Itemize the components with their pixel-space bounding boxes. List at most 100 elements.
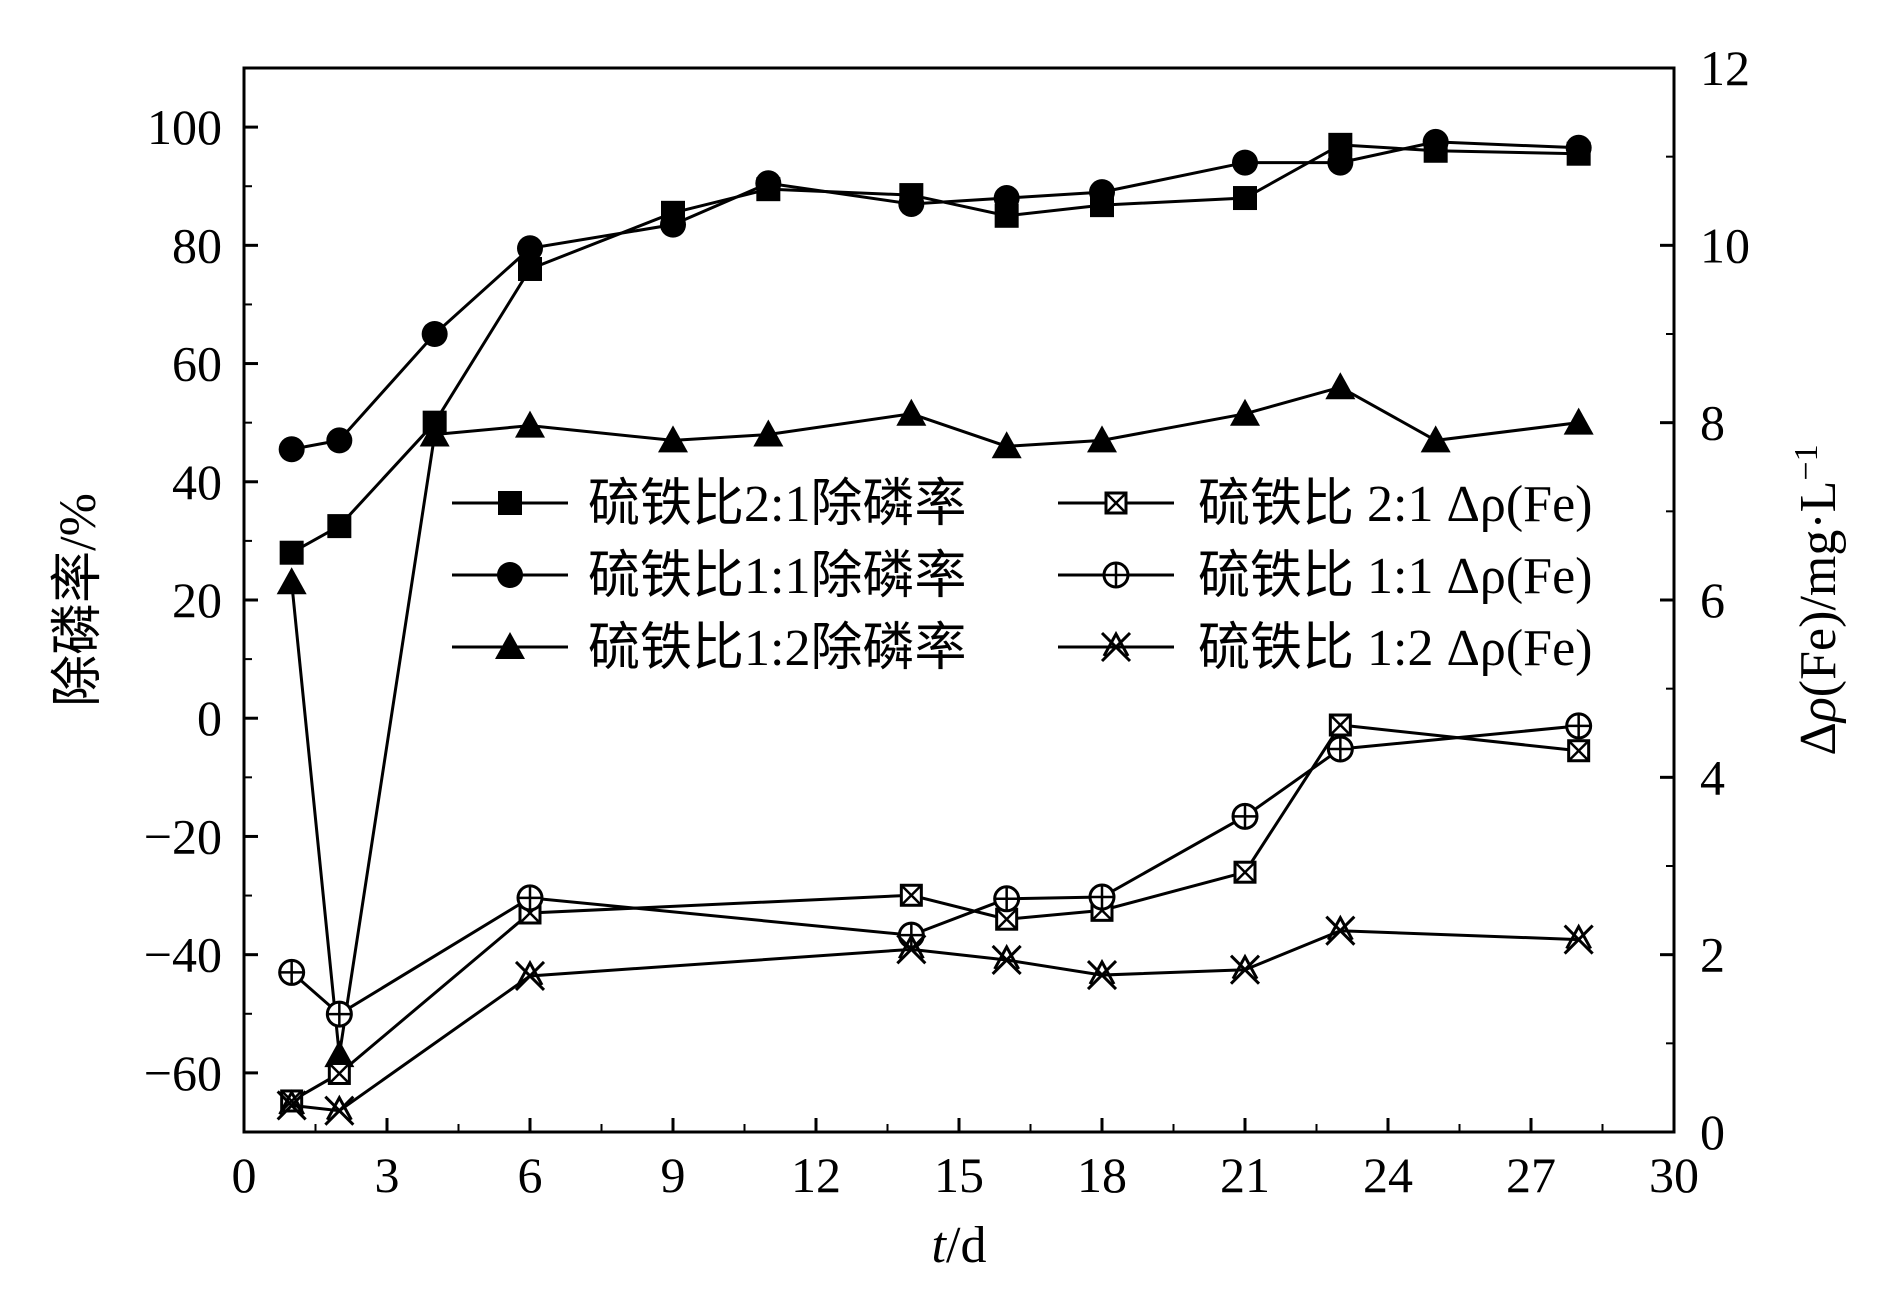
y-left-tick-label: −60 bbox=[144, 1045, 222, 1101]
data-point bbox=[1086, 958, 1118, 991]
legend-label: 硫铁比 1:1 Δρ(Fe) bbox=[1198, 548, 1592, 605]
legend-item: 硫铁比 1:2 Δρ(Fe) bbox=[1058, 620, 1592, 677]
data-point bbox=[515, 410, 545, 438]
data-point bbox=[1089, 179, 1115, 206]
series-line bbox=[291, 929, 1579, 1113]
y-right-tick-label: 4 bbox=[1700, 749, 1725, 805]
data-point bbox=[658, 425, 688, 453]
y-left-tick-label: −20 bbox=[144, 808, 222, 864]
y-right-tick-label: 2 bbox=[1700, 927, 1725, 983]
y-left-tick-label: −40 bbox=[144, 927, 222, 983]
data-point bbox=[279, 540, 304, 565]
series-line bbox=[291, 140, 1579, 451]
y-right-tick-label: 0 bbox=[1700, 1104, 1725, 1160]
legend-label: 硫铁比 1:2 Δρ(Fe) bbox=[1198, 620, 1592, 677]
data-point bbox=[1567, 739, 1591, 763]
data-point bbox=[325, 1000, 353, 1028]
data-point bbox=[898, 190, 925, 217]
data-point bbox=[1233, 186, 1257, 211]
y-right-axis: 0 2 4 6 8 10 12 bbox=[1660, 40, 1750, 1160]
data-point bbox=[991, 943, 1022, 976]
series-3 bbox=[280, 713, 1591, 1113]
x-tick-label: 30 bbox=[1649, 1147, 1699, 1203]
legend-marker bbox=[1100, 630, 1132, 663]
data-point bbox=[421, 321, 448, 347]
data-point bbox=[1328, 713, 1352, 737]
legend-marker bbox=[495, 632, 525, 659]
y-left-tick-label: 60 bbox=[172, 336, 222, 392]
data-point bbox=[1325, 372, 1356, 400]
data-point bbox=[1232, 149, 1258, 176]
data-point bbox=[993, 185, 1020, 212]
legend-marker bbox=[498, 491, 522, 515]
data-point bbox=[326, 427, 353, 454]
data-point bbox=[660, 211, 686, 238]
x-axis-title: t/d bbox=[932, 1217, 987, 1274]
y-left-axis: 100 80 60 40 20 0 −20 −40 −60 bbox=[144, 67, 258, 1101]
data-point bbox=[276, 567, 307, 595]
series-2 bbox=[276, 372, 1594, 1068]
data-point bbox=[1088, 883, 1116, 911]
y-left-tick-label: 40 bbox=[172, 454, 222, 510]
data-point bbox=[516, 884, 544, 912]
legend-marker bbox=[1104, 491, 1128, 515]
data-point bbox=[755, 170, 782, 197]
legend-item: 硫铁比1:2除磷率 bbox=[452, 620, 966, 677]
legend-label: 硫铁比1:1除磷率 bbox=[588, 548, 966, 605]
data-point bbox=[899, 883, 923, 907]
series-4 bbox=[278, 712, 1593, 1028]
series-line bbox=[290, 724, 1579, 1016]
legend-item: 硫铁比1:1除磷率 bbox=[452, 548, 966, 605]
data-point bbox=[1233, 860, 1257, 884]
x-axis: 0 3 6 9 12 15 18 21 24 27 30 bbox=[232, 1118, 1699, 1203]
y-right-tick-label: 12 bbox=[1700, 40, 1750, 96]
data-point bbox=[993, 885, 1021, 913]
legend-marker bbox=[497, 562, 523, 588]
data-point bbox=[324, 1040, 355, 1068]
data-point bbox=[278, 436, 305, 463]
legend-label: 硫铁比 2:1 Δρ(Fe) bbox=[1198, 476, 1592, 533]
data-point bbox=[995, 907, 1019, 931]
y-right-tick-label: 10 bbox=[1700, 217, 1750, 273]
data-point bbox=[753, 419, 784, 447]
y-left-tick-label: 0 bbox=[197, 690, 222, 746]
x-tick-label: 0 bbox=[232, 1147, 257, 1203]
y-left-tick-label: 20 bbox=[172, 572, 222, 628]
data-point bbox=[1230, 398, 1260, 426]
data-point bbox=[1325, 914, 1356, 946]
legend-item: 硫铁比2:1除磷率 bbox=[452, 476, 966, 533]
data-point bbox=[278, 958, 306, 986]
data-point bbox=[514, 959, 546, 992]
data-point bbox=[1565, 134, 1592, 161]
data-point bbox=[1563, 923, 1594, 955]
y-left-tick-label: 100 bbox=[147, 99, 222, 155]
legend-label: 硫铁比2:1除磷率 bbox=[588, 476, 966, 533]
legend-label: 硫铁比1:2除磷率 bbox=[588, 620, 966, 677]
y-left-tick-label: 80 bbox=[172, 217, 222, 273]
legend-marker bbox=[1102, 561, 1130, 589]
data-point bbox=[276, 1089, 307, 1121]
data-point bbox=[324, 1094, 355, 1126]
data-point bbox=[419, 419, 450, 447]
data-point bbox=[1565, 712, 1593, 740]
data-point bbox=[1327, 149, 1354, 176]
x-tick-label: 9 bbox=[661, 1147, 686, 1203]
x-tick-label: 12 bbox=[791, 1147, 841, 1203]
x-tick-label: 18 bbox=[1077, 1147, 1127, 1203]
data-point bbox=[991, 431, 1022, 459]
y-right-axis-title: Δρ(Fe)/mg·L−1 bbox=[1788, 444, 1848, 755]
data-point bbox=[1563, 407, 1594, 435]
data-point bbox=[1422, 128, 1449, 155]
data-point bbox=[896, 933, 927, 965]
data-point bbox=[896, 398, 927, 426]
x-tick-label: 3 bbox=[375, 1147, 400, 1203]
x-tick-label: 27 bbox=[1506, 1147, 1556, 1203]
data-point bbox=[1420, 425, 1451, 453]
x-tick-label: 21 bbox=[1220, 1147, 1270, 1203]
series-line bbox=[290, 723, 1579, 1103]
legend-item: 硫铁比 1:1 Δρ(Fe) bbox=[1058, 548, 1592, 605]
data-point bbox=[1231, 802, 1259, 830]
data-point bbox=[327, 1061, 351, 1085]
